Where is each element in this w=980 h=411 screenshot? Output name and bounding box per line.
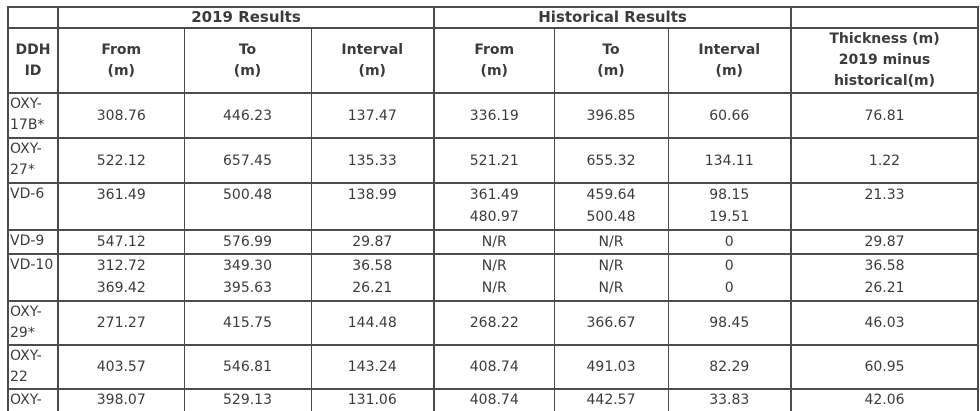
to-hist-cell: 459.64 500.48 — [553, 182, 669, 231]
ddh-id-cell: OXY- 17B* — [7, 92, 59, 139]
corner-cell — [7, 6, 59, 29]
interval-hist-cell: 134.11 — [667, 137, 792, 184]
from-2019-cell: 308.76 — [57, 92, 185, 139]
from-2019-cell: 398.07 551.38 — [57, 388, 185, 411]
interval-hist-cell: 0 — [667, 229, 792, 255]
interval-hist-cell: 82.29 — [667, 344, 792, 390]
to-2019-cell: 500.48 — [183, 182, 312, 231]
table-row: VD-9 547.12 576.99 29.87 N/R N/R 0 29.87 — [7, 229, 979, 255]
from-hist-cell: 408.74 — [433, 344, 555, 390]
table-row: VD-6 361.49 500.48 138.99 361.49 480.97 … — [7, 182, 979, 231]
from-hist-cell: 361.49 480.97 — [433, 182, 555, 231]
to-2019-cell: 657.45 — [183, 137, 312, 184]
col-header-2019-to: To (m) — [183, 27, 312, 94]
from-hist-cell: 268.22 — [433, 300, 555, 346]
interval-2019-cell: 36.58 26.21 — [310, 253, 435, 302]
to-hist-cell: N/R N/R — [553, 253, 669, 302]
thickness-cell: 1.22 — [790, 137, 979, 184]
col-header-hist-to: To (m) — [553, 27, 669, 94]
thickness-corner-cell — [790, 6, 979, 29]
thickness-cell: 36.58 26.21 — [790, 253, 979, 302]
to-hist-cell: 491.03 — [553, 344, 669, 390]
to-2019-cell: 576.99 — [183, 229, 312, 255]
col-header-2019-interval: Interval (m) — [310, 27, 435, 94]
interval-hist-cell: 60.66 — [667, 92, 792, 139]
to-hist-cell: 442.57 524.26 588.26 — [553, 388, 669, 411]
from-hist-cell: N/R — [433, 229, 555, 255]
ddh-id-cell: OXY-18 — [7, 388, 59, 411]
col-header-thickness: Thickness (m) 2019 minus historical(m) — [790, 27, 979, 94]
thickness-cell: 46.03 — [790, 300, 979, 346]
ddh-id-cell: OXY-22 — [7, 344, 59, 390]
table-row: OXY-22 403.57 546.81 143.24 408.74 491.0… — [7, 344, 979, 390]
table-row: OXY-18 398.07 551.38 529.13 629.11 131.0… — [7, 388, 979, 411]
interval-2019-cell: 29.87 — [310, 229, 435, 255]
to-hist-cell: 366.67 — [553, 300, 669, 346]
thickness-cell: 76.81 — [790, 92, 979, 139]
interval-hist-cell: 0 0 — [667, 253, 792, 302]
thickness-cell: 42.06 64.02 — [790, 388, 979, 411]
col-header-ddh-id: DDH ID — [7, 27, 59, 94]
from-hist-cell: 408.74 469.09 574.55 — [433, 388, 555, 411]
interval-hist-cell: 98.45 — [667, 300, 792, 346]
interval-2019-cell: 144.48 — [310, 300, 435, 346]
ddh-id-cell: VD-10 — [7, 253, 59, 302]
col-header-hist-from: From (m) — [433, 27, 555, 94]
interval-hist-cell: 98.15 19.51 — [667, 182, 792, 231]
from-2019-cell: 547.12 — [57, 229, 185, 255]
from-2019-cell: 361.49 — [57, 182, 185, 231]
from-2019-cell: 522.12 — [57, 137, 185, 184]
table-row: VD-10 312.72 369.42 349.30 395.63 36.58 … — [7, 253, 979, 302]
interval-2019-cell: 131.06 77.73 — [310, 388, 435, 411]
to-2019-cell: 349.30 395.63 — [183, 253, 312, 302]
to-2019-cell: 415.75 — [183, 300, 312, 346]
thickness-cell: 29.87 — [790, 229, 979, 255]
from-2019-cell: 271.27 — [57, 300, 185, 346]
ddh-id-cell: VD-9 — [7, 229, 59, 255]
from-2019-cell: 403.57 — [57, 344, 185, 390]
to-2019-cell: 446.23 — [183, 92, 312, 139]
col-header-hist-interval: Interval (m) — [667, 27, 792, 94]
col-header-2019-from: From (m) — [57, 27, 185, 94]
from-hist-cell: N/R N/R — [433, 253, 555, 302]
from-2019-cell: 312.72 369.42 — [57, 253, 185, 302]
from-hist-cell: 336.19 — [433, 92, 555, 139]
thickness-cell: 21.33 — [790, 182, 979, 231]
to-hist-cell: 655.32 — [553, 137, 669, 184]
interval-hist-cell: 33.83 55.17 13.71 — [667, 388, 792, 411]
group-header-historical-results: Historical Results — [433, 6, 792, 29]
thickness-cell: 60.95 — [790, 344, 979, 390]
interval-2019-cell: 143.24 — [310, 344, 435, 390]
group-header-row: 2019 Results Historical Results — [7, 6, 979, 29]
to-hist-cell: N/R — [553, 229, 669, 255]
interval-2019-cell: 137.47 — [310, 92, 435, 139]
table-row: OXY- 27* 522.12 657.45 135.33 521.21 655… — [7, 137, 979, 184]
ddh-id-cell: OXY- 29* — [7, 300, 59, 346]
from-hist-cell: 521.21 — [433, 137, 555, 184]
table-row: OXY- 29* 271.27 415.75 144.48 268.22 366… — [7, 300, 979, 346]
interval-2019-cell: 135.33 — [310, 137, 435, 184]
to-2019-cell: 529.13 629.11 — [183, 388, 312, 411]
column-header-row: DDH ID From (m) To (m) Interval (m) From… — [7, 27, 979, 94]
drill-results-table: 2019 Results Historical Results DDH ID F… — [7, 6, 979, 411]
table-row: OXY- 17B* 308.76 446.23 137.47 336.19 39… — [7, 92, 979, 139]
ddh-id-cell: VD-6 — [7, 182, 59, 231]
to-2019-cell: 546.81 — [183, 344, 312, 390]
ddh-id-cell: OXY- 27* — [7, 137, 59, 184]
to-hist-cell: 396.85 — [553, 92, 669, 139]
group-header-2019-results: 2019 Results — [57, 6, 435, 29]
interval-2019-cell: 138.99 — [310, 182, 435, 231]
